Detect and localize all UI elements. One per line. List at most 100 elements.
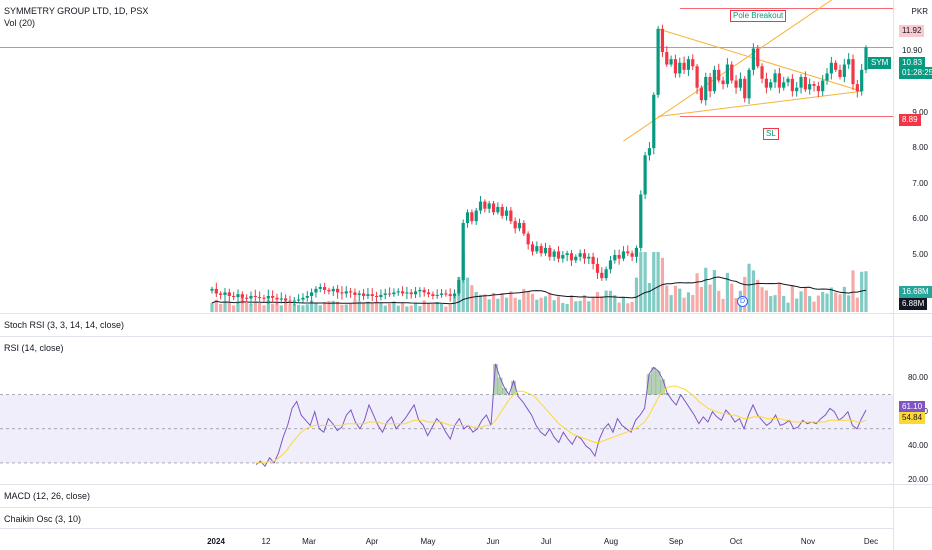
candle-body — [465, 212, 470, 223]
volume-tag: 16.68M — [899, 286, 932, 298]
candle-body — [673, 59, 678, 74]
sl-note[interactable]: SL — [763, 128, 779, 140]
candle-body — [336, 288, 340, 293]
volume-bar — [327, 300, 331, 312]
candle-body — [626, 251, 630, 254]
volume-bar — [431, 303, 435, 312]
candle-body — [777, 73, 781, 88]
price-axis[interactable]: PKR 4.005.006.007.008.009.0010.00 80.006… — [893, 0, 932, 550]
pane-separator[interactable] — [0, 484, 932, 485]
volume-bar — [591, 297, 595, 312]
time-tick: Jun — [486, 537, 500, 546]
pane-separator[interactable] — [0, 313, 932, 314]
candle-body — [292, 300, 296, 302]
volume-bar — [851, 270, 855, 312]
volume-bar — [232, 305, 236, 312]
volume-bar — [717, 290, 721, 312]
volume-bar — [219, 304, 223, 312]
candle-body — [595, 263, 600, 273]
volume-bar — [361, 302, 366, 312]
volume-bar — [725, 272, 730, 312]
time-axis[interactable]: 2024 12 Mar Apr May Jun Jul Aug Sep Oct … — [0, 528, 893, 550]
candle-body — [600, 272, 604, 279]
candle-body — [591, 256, 595, 264]
volume-bar — [747, 263, 751, 312]
chaikin-label[interactable]: Chaikin Osc (3, 10) — [4, 514, 82, 524]
candle-body — [387, 293, 392, 295]
volume-bar — [513, 297, 517, 312]
candle-body — [310, 292, 314, 296]
pole-line — [623, 0, 833, 142]
candle-body — [669, 59, 673, 65]
candle-body — [392, 292, 396, 295]
volume-bar — [474, 291, 478, 312]
candle-body — [699, 87, 704, 101]
volume-bar — [214, 299, 218, 312]
candle-body — [500, 206, 504, 216]
candle-body — [743, 78, 747, 99]
volume-bar — [500, 293, 504, 312]
volume-bar — [838, 294, 842, 312]
candle-body — [604, 269, 608, 279]
candle-body — [236, 294, 240, 298]
volume-bar — [782, 295, 786, 312]
candle-body — [457, 279, 461, 294]
volume-bar — [829, 287, 833, 312]
candle-body — [452, 293, 457, 296]
volume-bar — [418, 306, 422, 312]
volume-bar — [405, 306, 409, 312]
volume-bar — [652, 252, 656, 312]
candle-body — [266, 295, 270, 299]
candle-body — [379, 294, 383, 298]
candle-body — [487, 203, 491, 209]
volume-bar — [543, 296, 548, 312]
candle-body — [431, 294, 435, 296]
volume-bar — [860, 271, 864, 312]
candle-body — [522, 222, 526, 234]
candle-body — [279, 298, 283, 300]
volume-bar — [422, 300, 426, 312]
volume-bar — [643, 252, 647, 312]
dividend-marker[interactable]: D — [737, 296, 748, 307]
rsi-ma-line — [256, 385, 867, 464]
macd-label[interactable]: MACD (12, 26, close) — [4, 491, 91, 501]
candle-body — [569, 253, 574, 261]
volume-bar — [656, 252, 660, 312]
volume-bar — [855, 297, 859, 312]
candle-body — [660, 28, 665, 53]
pane-separator[interactable] — [0, 507, 932, 508]
volume-bar — [288, 304, 292, 312]
candle-body — [353, 292, 357, 295]
candle-body — [305, 295, 309, 298]
candle-body — [704, 76, 708, 101]
candle-body — [323, 287, 327, 290]
pole-breakout-note[interactable]: Pole Breakout — [730, 10, 787, 22]
candle-body — [340, 292, 344, 294]
candle-body — [608, 260, 613, 270]
volume-bar — [249, 304, 253, 312]
candle-body — [210, 288, 214, 291]
volume-bar — [812, 301, 816, 312]
candle-body — [535, 246, 539, 252]
candle-body — [574, 256, 578, 261]
volume-ma-tag: 6.88M — [899, 298, 928, 310]
volume-bar — [435, 302, 439, 312]
time-tick: May — [420, 537, 436, 546]
volume-label: Vol (20) — [4, 18, 36, 28]
volume-bar — [448, 304, 452, 312]
rsi-label[interactable]: RSI (14, close) — [4, 343, 64, 353]
pane-separator[interactable] — [0, 336, 932, 337]
candle-body — [712, 69, 717, 92]
price-tick: 7.00 — [912, 178, 928, 188]
candle-body — [435, 294, 439, 296]
candle-body — [426, 292, 431, 295]
volume-bar — [271, 303, 275, 312]
candle-body — [578, 253, 582, 257]
volume-bar — [409, 305, 413, 312]
stoch-rsi-label[interactable]: Stoch RSI (3, 3, 14, 14, close) — [4, 320, 125, 330]
volume-bar — [465, 277, 470, 312]
volume-bar — [487, 299, 491, 312]
volume-bar — [336, 301, 340, 312]
candle-body — [630, 253, 634, 257]
